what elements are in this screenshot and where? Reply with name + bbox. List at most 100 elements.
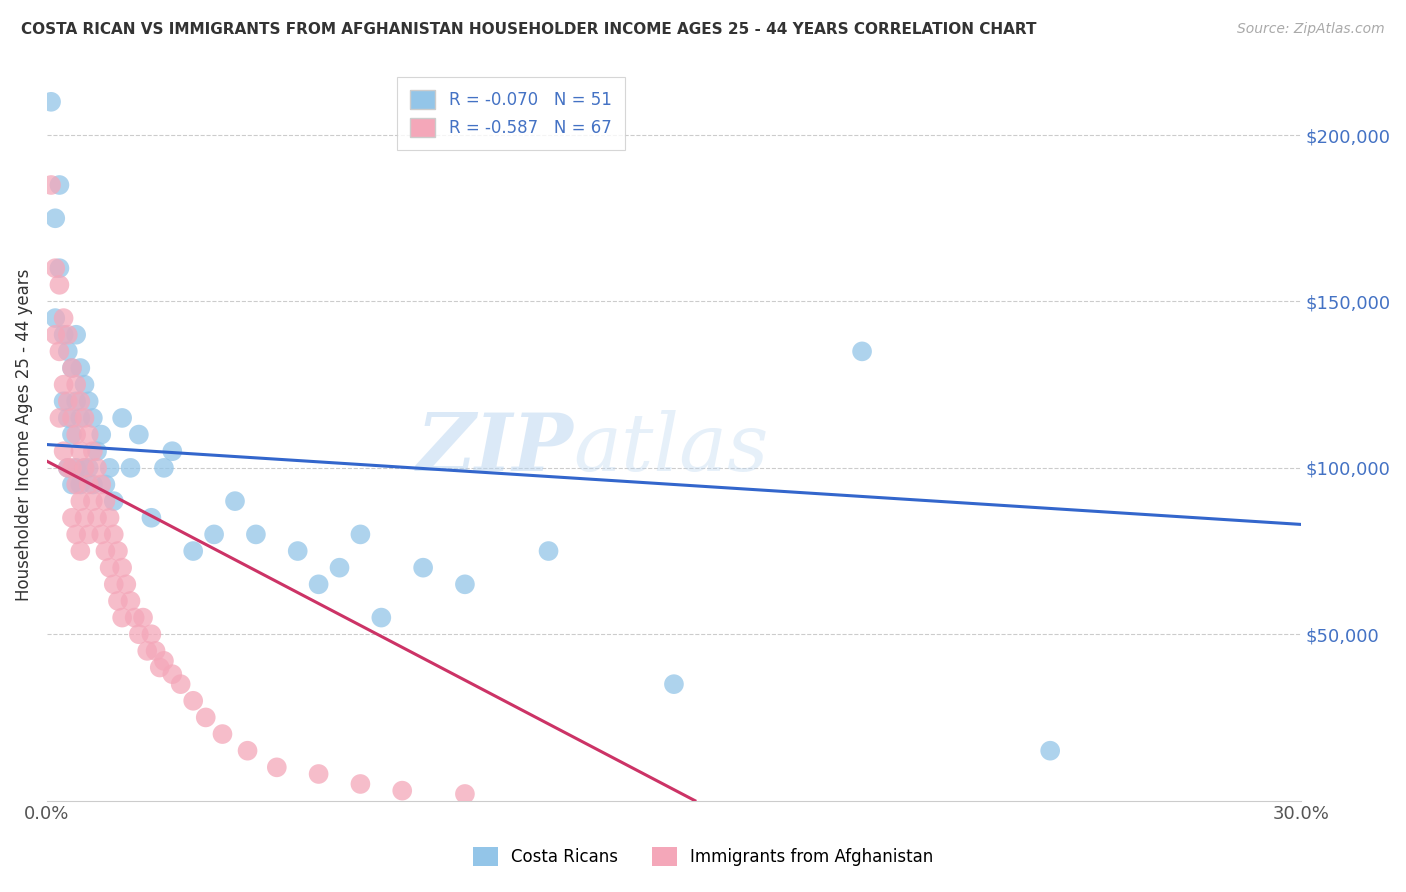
Point — [44, 211, 66, 226]
Point — [69, 444, 91, 458]
Point — [82, 444, 104, 458]
Point — [149, 660, 172, 674]
Point — [60, 427, 83, 442]
Point — [65, 460, 87, 475]
Point — [224, 494, 246, 508]
Point — [73, 510, 96, 524]
Point — [69, 544, 91, 558]
Point — [56, 327, 79, 342]
Point — [128, 627, 150, 641]
Point — [94, 544, 117, 558]
Point — [48, 411, 70, 425]
Point — [115, 577, 138, 591]
Point — [391, 783, 413, 797]
Point — [211, 727, 233, 741]
Point — [56, 460, 79, 475]
Point — [98, 510, 121, 524]
Point — [69, 361, 91, 376]
Point — [69, 411, 91, 425]
Point — [52, 394, 75, 409]
Point — [77, 427, 100, 442]
Point — [1039, 744, 1062, 758]
Point — [77, 394, 100, 409]
Legend: Costa Ricans, Immigrants from Afghanistan: Costa Ricans, Immigrants from Afghanista… — [464, 838, 942, 875]
Point — [90, 427, 112, 442]
Point — [194, 710, 217, 724]
Point — [370, 610, 392, 624]
Point — [454, 787, 477, 801]
Point — [454, 577, 477, 591]
Point — [39, 178, 62, 192]
Point — [65, 527, 87, 541]
Point — [52, 377, 75, 392]
Point — [77, 477, 100, 491]
Point — [349, 777, 371, 791]
Point — [153, 654, 176, 668]
Point — [308, 577, 330, 591]
Point — [124, 610, 146, 624]
Point — [86, 444, 108, 458]
Point — [65, 477, 87, 491]
Y-axis label: Householder Income Ages 25 - 44 years: Householder Income Ages 25 - 44 years — [15, 268, 32, 600]
Point — [60, 510, 83, 524]
Point — [136, 644, 159, 658]
Point — [56, 344, 79, 359]
Point — [48, 178, 70, 192]
Point — [77, 460, 100, 475]
Point — [65, 327, 87, 342]
Point — [48, 277, 70, 292]
Point — [56, 460, 79, 475]
Point — [44, 261, 66, 276]
Point — [39, 95, 62, 109]
Point — [181, 694, 204, 708]
Point — [90, 477, 112, 491]
Text: ZIP: ZIP — [416, 410, 574, 488]
Point — [69, 477, 91, 491]
Point — [73, 460, 96, 475]
Point — [141, 510, 163, 524]
Point — [153, 460, 176, 475]
Point — [111, 560, 134, 574]
Point — [86, 460, 108, 475]
Point — [162, 444, 184, 458]
Point — [103, 577, 125, 591]
Point — [349, 527, 371, 541]
Point — [245, 527, 267, 541]
Point — [111, 411, 134, 425]
Point — [266, 760, 288, 774]
Point — [537, 544, 560, 558]
Point — [65, 394, 87, 409]
Point — [162, 667, 184, 681]
Point — [82, 477, 104, 491]
Point — [44, 327, 66, 342]
Point — [103, 527, 125, 541]
Text: Source: ZipAtlas.com: Source: ZipAtlas.com — [1237, 22, 1385, 37]
Point — [60, 477, 83, 491]
Point — [65, 377, 87, 392]
Point — [111, 610, 134, 624]
Point — [145, 644, 167, 658]
Point — [56, 394, 79, 409]
Point — [60, 361, 83, 376]
Point — [65, 427, 87, 442]
Point — [52, 444, 75, 458]
Point — [82, 494, 104, 508]
Point — [120, 460, 142, 475]
Legend: R = -0.070   N = 51, R = -0.587   N = 67: R = -0.070 N = 51, R = -0.587 N = 67 — [396, 77, 624, 151]
Point — [98, 560, 121, 574]
Point — [308, 767, 330, 781]
Point — [141, 627, 163, 641]
Point — [128, 427, 150, 442]
Point — [98, 460, 121, 475]
Point — [52, 311, 75, 326]
Point — [60, 460, 83, 475]
Point — [181, 544, 204, 558]
Point — [73, 411, 96, 425]
Point — [169, 677, 191, 691]
Text: atlas: atlas — [574, 410, 769, 488]
Point — [73, 377, 96, 392]
Point — [60, 361, 83, 376]
Point — [48, 344, 70, 359]
Point — [662, 677, 685, 691]
Point — [107, 594, 129, 608]
